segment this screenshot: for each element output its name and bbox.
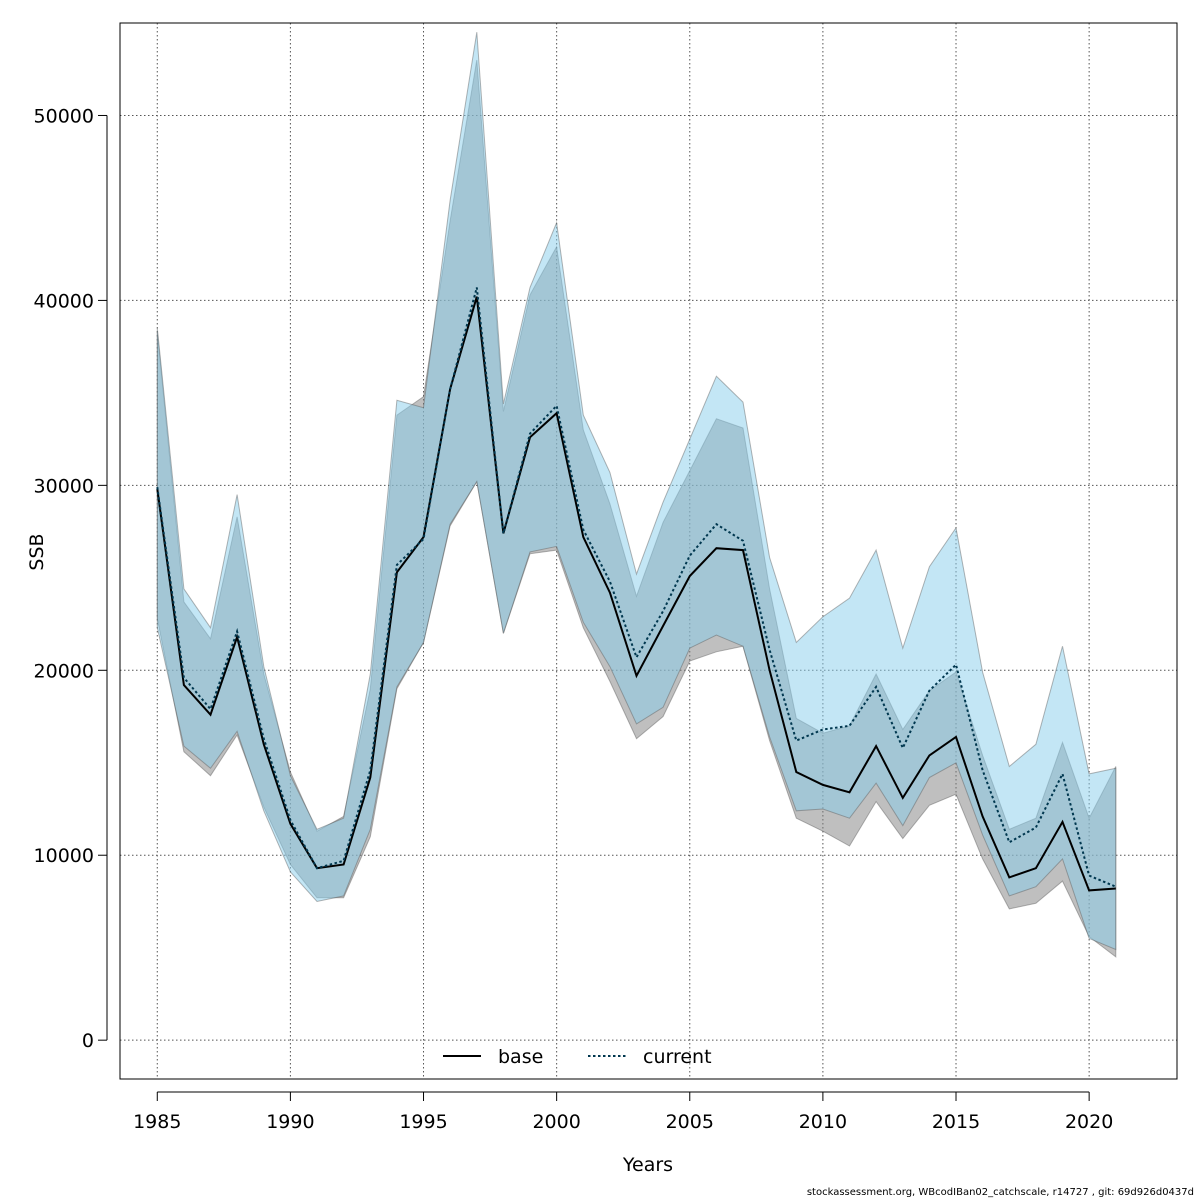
x-tick-label-2000: 2000	[532, 1111, 580, 1133]
plot-area	[120, 23, 1177, 1079]
x-tick-label-1995: 1995	[399, 1111, 447, 1133]
y-tick-label-30000: 30000	[34, 475, 94, 497]
line-current	[156, 287, 1117, 888]
legend-label-base: base	[498, 1046, 543, 1068]
y-tick-label-20000: 20000	[34, 660, 94, 682]
axes: 1985 1990 1995 2000 2005 2010 2015 2020 0 10000 20…	[34, 105, 1114, 1133]
y-tick-label-40000: 40000	[34, 290, 94, 312]
x-axis-title: Years	[622, 1154, 673, 1176]
plot-frame	[119, 22, 1178, 1080]
y-tick-label-0: 0	[82, 1030, 94, 1052]
x-tick-label-2010: 2010	[799, 1111, 847, 1133]
footer-credit: stockassessment.org, WBcodIBan02_catchsc…	[806, 1187, 1194, 1198]
y-axis-title: SSB	[26, 533, 48, 570]
x-tick-label-2020: 2020	[1065, 1111, 1113, 1133]
legend: base current	[443, 1046, 712, 1068]
x-tick-label-2015: 2015	[932, 1111, 980, 1133]
band-current	[156, 32, 1117, 951]
y-tick-label-50000: 50000	[34, 105, 94, 127]
y-tick-label-10000: 10000	[34, 845, 94, 867]
x-tick-label-1990: 1990	[266, 1111, 314, 1133]
x-tick-label-1985: 1985	[133, 1111, 181, 1133]
legend-label-current: current	[643, 1046, 712, 1068]
x-tick-label-2005: 2005	[666, 1111, 714, 1133]
